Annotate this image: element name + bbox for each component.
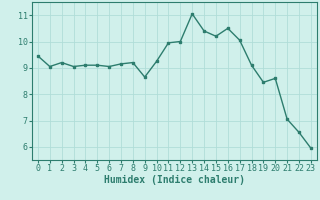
X-axis label: Humidex (Indice chaleur): Humidex (Indice chaleur)	[104, 175, 245, 185]
